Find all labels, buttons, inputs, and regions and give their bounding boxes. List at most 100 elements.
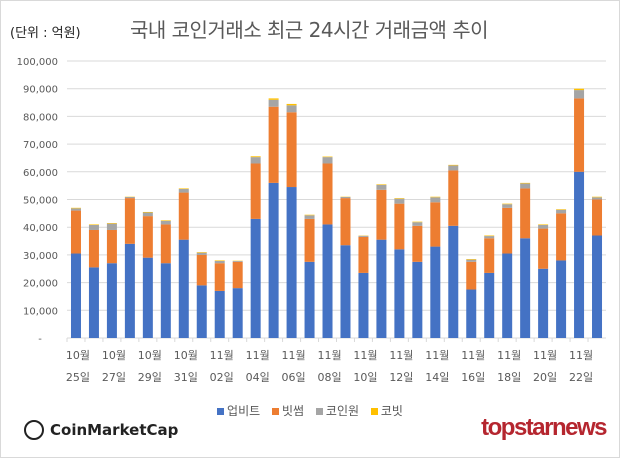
bar-segment [178,188,189,193]
bar-segment [286,187,297,338]
x-tick-label: 10월 27일 [102,349,126,384]
y-tick-label: 20,000 [23,279,58,290]
y-tick-label: 30,000 [23,251,58,262]
bar-segment [178,239,189,338]
coinmarketcap-icon [24,420,44,440]
bar-segment [214,260,225,261]
bar-segment [538,268,549,338]
y-tick-label: 70,000 [23,140,58,151]
bar-segment [592,196,603,198]
bar-segment [70,210,81,254]
bar-segment [430,197,441,203]
bar-segment [412,221,423,223]
bar-segment [286,112,297,188]
bar-segment [574,171,585,338]
bar-segment [286,105,297,113]
x-tick-label: 11월 22일 [569,349,593,384]
unit-label: (단위 : 억원) [10,26,81,41]
bar-segment [70,208,81,211]
y-tick-label: 60,000 [23,168,58,179]
bar-segment [448,165,459,171]
bar-segment [160,263,171,338]
legend: 업비트 빗썸 코인원 코빗 [0,402,620,419]
bar-segment [250,218,261,338]
bar-segment [232,261,243,289]
x-tick-label: 10월 29일 [138,349,162,384]
x-tick-label: 11월 18일 [497,349,521,384]
bar-segment [376,184,387,185]
bar-segment [322,224,333,338]
bar-segment [124,197,135,199]
bar-segment [304,218,315,262]
y-tick-label: 90,000 [23,85,58,96]
bar-segment [520,182,531,184]
bar-segment [232,288,243,338]
bar-segment [268,106,279,183]
bar-segment [484,235,495,237]
bar-segment [304,214,315,216]
x-tick-label: 11월 02일 [210,349,234,384]
x-tick-label: 11월 04일 [246,349,270,384]
bar-segment [304,215,315,219]
y-tick-label: - [38,334,42,345]
bar-segment [106,223,117,224]
bar-segment [196,252,207,255]
bar-segment [88,224,99,225]
bar-segment [574,88,585,91]
bar-segment [448,225,459,338]
bar-segment [592,235,603,338]
bar-segment [592,199,603,236]
bar-segment [520,183,531,189]
bar-segment [376,239,387,338]
bar-segment [502,204,513,208]
bar-segment [160,220,171,225]
bar-segment [340,197,351,199]
x-tick-label: 11월 06일 [282,349,306,384]
bar-segment [214,260,225,264]
bar-segment [214,290,225,338]
bar-segment [466,289,477,338]
legend-swatch [315,408,323,415]
bar-segment [358,272,369,338]
legend-item-upbit: 업비트 [217,404,260,418]
bar-segment [358,235,369,237]
bar-segment [142,257,153,338]
bar-segment [322,157,333,164]
bar-segment [538,224,549,229]
bar-segment [160,224,171,264]
bar-segment [160,220,171,221]
bar-segment [268,182,279,338]
x-tick-label: 11월 12일 [389,349,413,384]
bar-segment [430,202,441,247]
x-tick-label: 11월 14일 [425,349,449,384]
bar-segment [196,252,207,253]
bar-segment [538,228,549,269]
bar-segment [196,285,207,338]
legend-item-coinone: 코인원 [315,404,359,418]
x-tick-label: 10월 31일 [174,349,198,384]
topstarnews-logo: topstarnews [481,414,607,441]
coinmarketcap-logo: CoinMarketCap [24,420,178,440]
bar-segment [556,213,567,261]
bar-segment [448,170,459,226]
bar-segment [538,224,549,225]
bar-segment [484,236,495,239]
bar-segment [196,254,207,286]
bar-segment [502,207,513,254]
x-tick-label: 11월 16일 [461,349,485,384]
bar-segment [556,209,567,214]
bar-segment [250,156,261,158]
bar-segment [70,207,81,209]
bar-segment [250,163,261,219]
bar-segment [88,267,99,338]
bar-segment [520,238,531,338]
bar-segment [430,196,441,198]
legend-label: 업비트 [227,404,261,418]
y-tick-label: 50,000 [23,196,58,207]
y-tick-label: 100,000 [17,57,58,68]
bar-segment [484,272,495,338]
bar-segment [574,90,585,99]
bar-segment [394,198,405,199]
bar-segment [412,222,423,226]
bar-segment [376,189,387,240]
